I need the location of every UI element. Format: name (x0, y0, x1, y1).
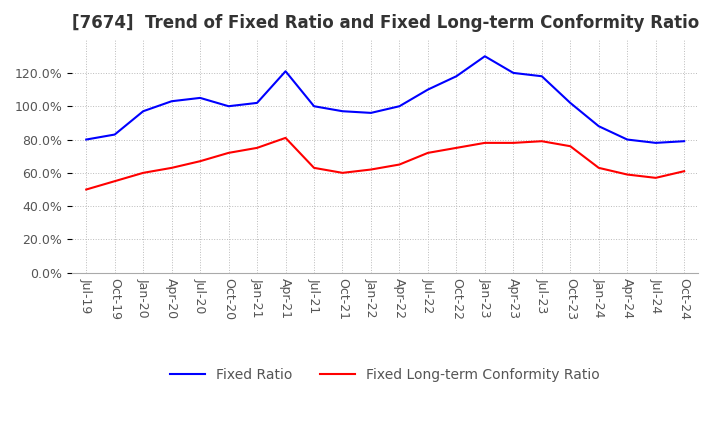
Fixed Ratio (225, 103, 233, 109)
Fixed Ratio (110, 132, 119, 137)
Fixed Ratio (310, 103, 318, 109)
Fixed Ratio (652, 140, 660, 146)
Fixed Long-term Conformity Ratio (652, 175, 660, 180)
Fixed Ratio (395, 103, 404, 109)
Fixed Ratio (282, 69, 290, 74)
Fixed Long-term Conformity Ratio (537, 139, 546, 144)
Fixed Ratio (480, 54, 489, 59)
Fixed Ratio (82, 137, 91, 142)
Title: [7674]  Trend of Fixed Ratio and Fixed Long-term Conformity Ratio: [7674] Trend of Fixed Ratio and Fixed Lo… (71, 15, 699, 33)
Fixed Ratio (196, 95, 204, 101)
Fixed Ratio (452, 73, 461, 79)
Fixed Long-term Conformity Ratio (196, 158, 204, 164)
Fixed Ratio (338, 109, 347, 114)
Fixed Long-term Conformity Ratio (395, 162, 404, 167)
Fixed Long-term Conformity Ratio (480, 140, 489, 146)
Fixed Ratio (623, 137, 631, 142)
Fixed Long-term Conformity Ratio (167, 165, 176, 170)
Fixed Long-term Conformity Ratio (423, 150, 432, 155)
Line: Fixed Long-term Conformity Ratio: Fixed Long-term Conformity Ratio (86, 138, 684, 190)
Fixed Long-term Conformity Ratio (139, 170, 148, 176)
Fixed Ratio (595, 124, 603, 129)
Fixed Long-term Conformity Ratio (595, 165, 603, 170)
Fixed Long-term Conformity Ratio (566, 143, 575, 149)
Fixed Ratio (566, 100, 575, 106)
Fixed Ratio (366, 110, 375, 116)
Fixed Long-term Conformity Ratio (253, 145, 261, 150)
Fixed Long-term Conformity Ratio (225, 150, 233, 155)
Fixed Long-term Conformity Ratio (680, 169, 688, 174)
Line: Fixed Ratio: Fixed Ratio (86, 56, 684, 143)
Fixed Ratio (139, 109, 148, 114)
Fixed Long-term Conformity Ratio (366, 167, 375, 172)
Fixed Long-term Conformity Ratio (282, 135, 290, 140)
Fixed Ratio (537, 73, 546, 79)
Fixed Ratio (167, 99, 176, 104)
Legend: Fixed Ratio, Fixed Long-term Conformity Ratio: Fixed Ratio, Fixed Long-term Conformity … (165, 362, 606, 387)
Fixed Ratio (423, 87, 432, 92)
Fixed Long-term Conformity Ratio (82, 187, 91, 192)
Fixed Long-term Conformity Ratio (310, 165, 318, 170)
Fixed Long-term Conformity Ratio (623, 172, 631, 177)
Fixed Ratio (253, 100, 261, 106)
Fixed Ratio (509, 70, 518, 76)
Fixed Long-term Conformity Ratio (338, 170, 347, 176)
Fixed Long-term Conformity Ratio (452, 145, 461, 150)
Fixed Ratio (680, 139, 688, 144)
Fixed Long-term Conformity Ratio (110, 179, 119, 184)
Fixed Long-term Conformity Ratio (509, 140, 518, 146)
